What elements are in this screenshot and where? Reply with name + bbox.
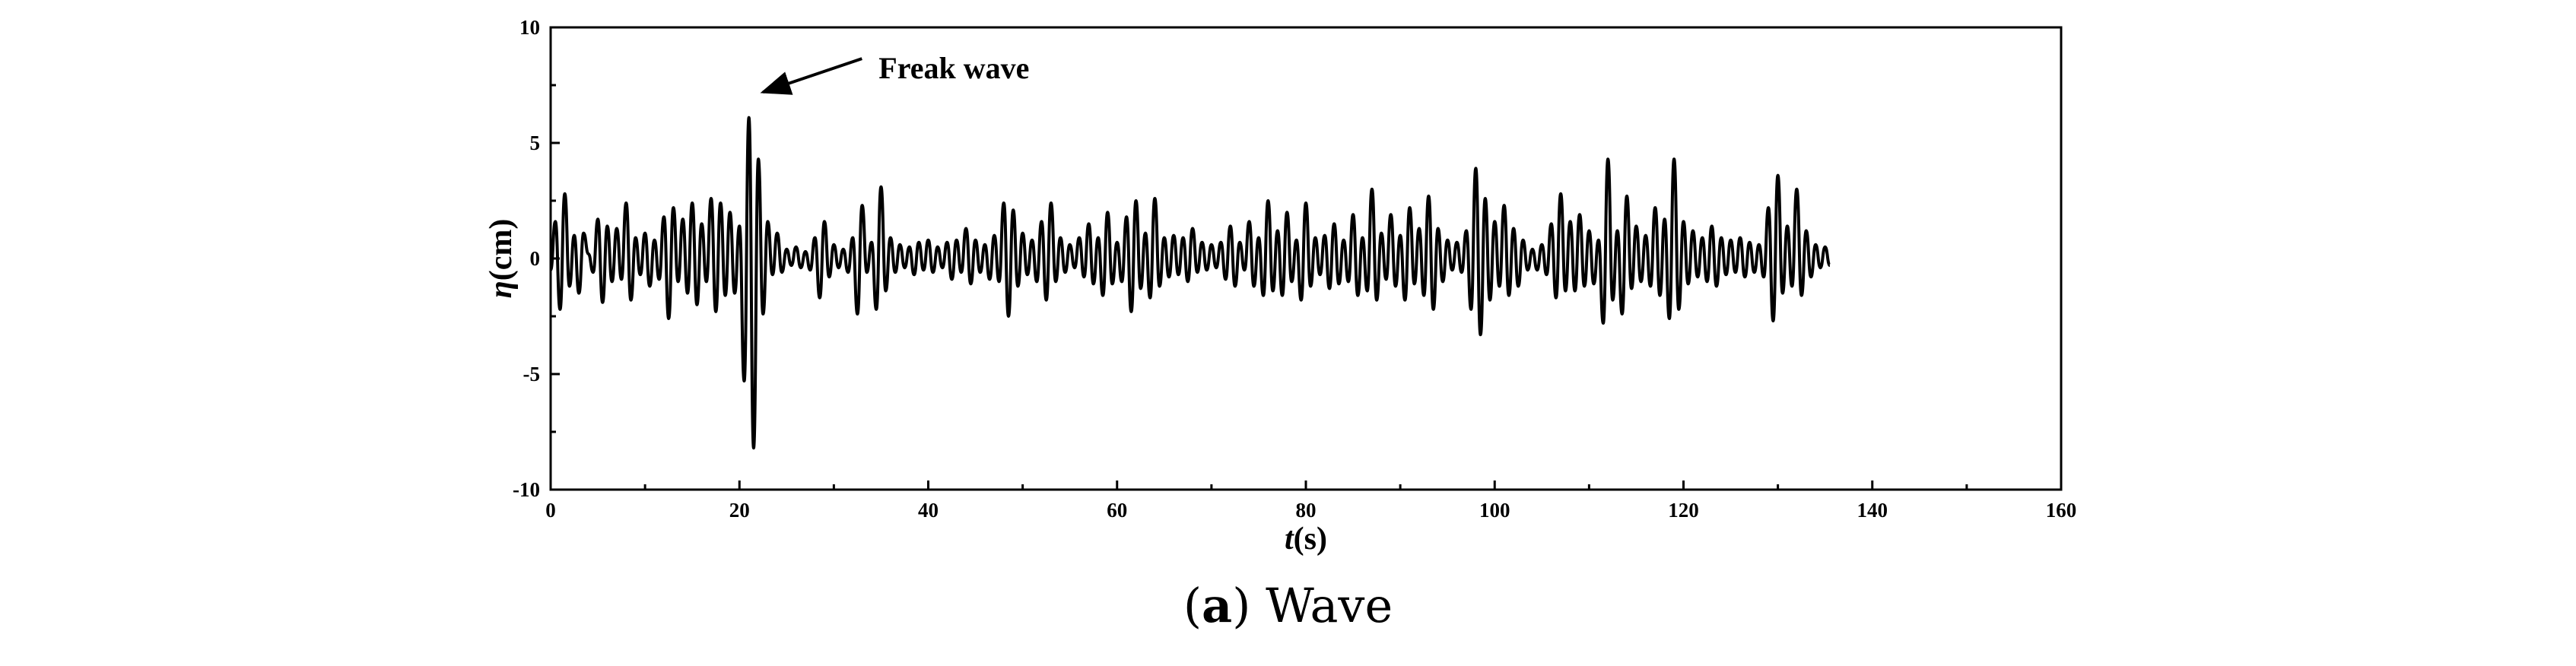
x-tick-label: 0 — [545, 499, 556, 522]
caption-letter: a — [1202, 578, 1233, 633]
x-axis: 0 20 40 60 80 100 120 140 160 — [545, 480, 2076, 522]
plot-series — [549, 116, 1831, 450]
annotation-arrow — [760, 57, 862, 95]
y-axis-title: η(cm) — [484, 219, 519, 299]
y-axis-unit: (cm) — [484, 219, 519, 281]
plot-frame — [549, 26, 2063, 491]
figure-caption: (a) Wave — [0, 578, 2576, 633]
x-axis-unit: (s) — [1294, 522, 1327, 557]
x-tick-label: 40 — [918, 499, 939, 522]
x-tick-label: 80 — [1296, 499, 1317, 522]
caption-open-paren: ( — [1183, 578, 1202, 633]
x-tick-label: 140 — [1857, 499, 1888, 522]
y-tick-label: 0 — [530, 247, 541, 270]
x-tick-label: 120 — [1668, 499, 1699, 522]
freak-wave-annotation: Freak wave — [760, 51, 1029, 95]
y-tick-label: 5 — [530, 132, 541, 154]
caption-text: ) Wave — [1232, 578, 1393, 633]
x-tick-label: 60 — [1107, 499, 1127, 522]
wave-elevation-line — [549, 116, 1831, 450]
y-axis: 10 5 0 -5 -10 — [513, 16, 560, 501]
x-axis-variable: t — [1285, 522, 1294, 557]
x-tick-label: 20 — [729, 499, 750, 522]
y-axis-variable: η — [484, 281, 519, 298]
y-tick-label: -5 — [523, 363, 541, 385]
y-tick-label: -10 — [513, 478, 540, 501]
annotation-label: Freak wave — [878, 51, 1029, 85]
y-tick-label: 10 — [519, 16, 540, 39]
x-tick-label: 160 — [2046, 499, 2077, 522]
x-tick-label: 100 — [1479, 499, 1510, 522]
x-axis-title: t(s) — [1285, 522, 1327, 557]
